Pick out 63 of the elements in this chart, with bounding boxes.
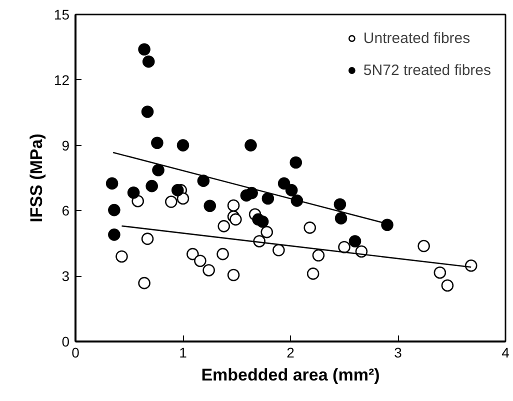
point — [306, 268, 320, 280]
x-tick-label: 3 — [394, 344, 402, 360]
point — [246, 186, 258, 200]
legend-label: Untreated fibres — [363, 30, 470, 46]
point — [146, 180, 158, 192]
point — [256, 215, 269, 228]
point — [138, 276, 150, 290]
point — [227, 268, 240, 282]
point — [186, 248, 199, 260]
point — [165, 196, 178, 208]
point — [108, 204, 120, 216]
legend-label: 5N72 treated fibres — [363, 62, 491, 78]
y-tick-label: 12 — [54, 72, 70, 88]
point — [338, 240, 350, 254]
point — [244, 139, 257, 152]
point — [141, 106, 154, 118]
point — [106, 177, 118, 190]
point — [197, 174, 210, 187]
point — [171, 184, 184, 196]
point — [260, 226, 273, 238]
point — [194, 254, 206, 267]
point — [141, 232, 154, 245]
point — [285, 184, 298, 196]
point — [334, 212, 348, 224]
point — [278, 177, 290, 190]
point — [312, 249, 325, 262]
point — [108, 228, 120, 241]
point — [142, 55, 155, 68]
point — [304, 222, 316, 234]
point — [272, 244, 285, 256]
point — [290, 156, 302, 169]
y-axis-title: IFSS (MPa) — [26, 134, 46, 222]
x-tick-label: 2 — [286, 344, 295, 360]
point — [334, 198, 346, 211]
y-tick-label: 3 — [62, 268, 70, 284]
point — [464, 259, 478, 272]
point — [434, 266, 446, 279]
point — [202, 264, 215, 276]
y-tick-label: 0 — [62, 334, 70, 350]
y-tick-label: 15 — [54, 6, 70, 22]
point — [348, 235, 362, 248]
point — [230, 213, 242, 226]
x-axis-title: Embedded area (mm²) — [201, 366, 380, 384]
point — [227, 199, 240, 212]
point — [418, 240, 430, 252]
point — [216, 248, 229, 260]
point — [218, 220, 230, 232]
point — [152, 164, 164, 176]
point — [176, 139, 190, 152]
point — [151, 136, 164, 150]
point — [127, 186, 140, 199]
x-tick-label: 0 — [72, 344, 80, 360]
point — [262, 192, 274, 205]
x-tick-label: 1 — [179, 344, 188, 360]
point — [381, 218, 394, 232]
y-tick-label: 6 — [62, 202, 70, 219]
point — [176, 192, 190, 205]
point — [204, 200, 216, 212]
x-tick-label: 4 — [502, 344, 510, 360]
point — [441, 279, 454, 292]
point — [116, 250, 128, 263]
point — [138, 43, 150, 56]
y-tick-label: 9 — [62, 137, 70, 154]
